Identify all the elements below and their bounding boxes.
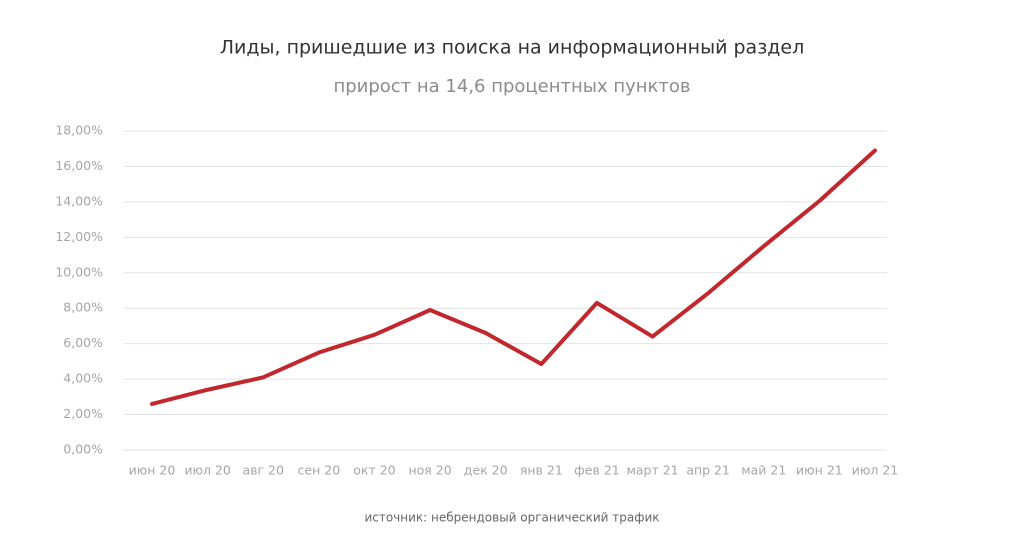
y-tick-label: 2,00% [63,406,103,421]
source-note: источник: небрендовый органический трафи… [364,511,659,525]
y-tick-label: 14,00% [55,193,103,208]
y-tick-label: 10,00% [55,264,103,279]
x-tick-label: июн 20 [129,463,176,478]
x-tick-label: ноя 20 [408,463,451,478]
x-tick-label: окт 20 [353,463,395,478]
y-tick-label: 12,00% [55,229,103,244]
x-tick-label: июл 21 [852,463,899,478]
y-tick-label: 8,00% [63,300,103,315]
x-tick-label: июл 20 [184,463,231,478]
x-tick-label: янв 21 [520,463,563,478]
y-tick-label: 4,00% [63,371,103,386]
y-tick-label: 0,00% [63,442,103,457]
x-tick-label: дек 20 [464,463,508,478]
x-tick-label: сен 20 [298,463,341,478]
y-tick-label: 6,00% [63,335,103,350]
x-tick-label: авг 20 [242,463,284,478]
x-tick-label: июн 21 [796,463,843,478]
data-line [150,148,877,406]
chart-title: Лиды, пришедшие из поиска на информацион… [220,37,805,59]
y-tick-label: 16,00% [55,158,103,173]
chart-subtitle: прирост на 14,6 процентных пунктов [333,76,690,97]
x-tick-label: май 21 [741,463,786,478]
x-tick-label: апр 21 [686,463,730,478]
x-tick-label: фев 21 [574,463,620,478]
x-tick-label: март 21 [626,463,678,478]
y-tick-label: 18,00% [55,123,103,138]
